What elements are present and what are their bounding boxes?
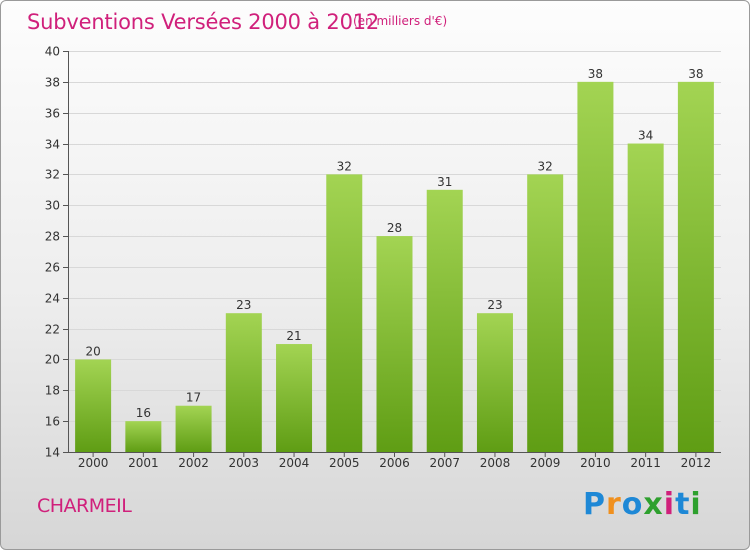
bar-value-label: 34 — [638, 129, 653, 143]
bar — [527, 174, 564, 452]
x-tick-label: 2000 — [78, 456, 109, 470]
x-tick-label: 2002 — [178, 456, 209, 470]
logo-letter: i — [663, 487, 676, 522]
y-tick-label: 26 — [45, 261, 60, 275]
bar-value-label: 28 — [387, 221, 402, 235]
y-tick-label: 18 — [45, 384, 60, 398]
bar-value-label: 32 — [538, 159, 553, 173]
x-tick-label: 2006 — [379, 456, 410, 470]
bar — [326, 174, 363, 452]
x-tick-label: 2008 — [480, 456, 511, 470]
logo-letter: t — [675, 487, 691, 522]
bar — [75, 359, 112, 452]
logo-letter: P — [583, 487, 606, 522]
bar — [577, 81, 614, 452]
y-tick-label: 36 — [45, 107, 60, 121]
y-tick-label: 32 — [45, 168, 60, 182]
commune-name: CHARMEIL — [37, 495, 132, 517]
bar — [627, 143, 664, 453]
y-tick-label: 34 — [45, 138, 60, 152]
x-tick-label: 2009 — [530, 456, 561, 470]
chart-title: Subventions Versées 2000 à 2012 — [27, 10, 380, 34]
bar-value-label: 16 — [136, 406, 151, 420]
x-tick-label: 2007 — [429, 456, 460, 470]
y-tick-label: 14 — [45, 446, 60, 460]
y-tick-label: 38 — [45, 76, 60, 90]
logo-letter: x — [643, 487, 664, 522]
bar — [426, 189, 463, 453]
y-tick-label: 28 — [45, 230, 60, 244]
bar — [276, 344, 313, 452]
unit-note: (en milliers d'€) — [353, 14, 448, 28]
x-tick-label: 2011 — [630, 456, 661, 470]
bar — [125, 421, 162, 452]
y-tick-label: 20 — [45, 353, 60, 367]
x-tick-label: 2004 — [279, 456, 310, 470]
bar-value-label: 21 — [286, 329, 301, 343]
bar-value-label: 20 — [85, 344, 100, 358]
y-tick-label: 40 — [45, 45, 60, 59]
x-tick-label: 2012 — [681, 456, 712, 470]
bar-value-label: 38 — [588, 67, 603, 81]
bar-value-label: 31 — [437, 175, 452, 189]
bar-value-label: 23 — [236, 298, 251, 312]
bar-value-label: 38 — [688, 67, 703, 81]
y-tick-label: 30 — [45, 199, 60, 213]
logo-letter: r — [606, 487, 622, 522]
bar — [225, 313, 262, 452]
x-tick-label: 2003 — [229, 456, 260, 470]
bar-value-label: 23 — [487, 298, 502, 312]
y-tick-label: 16 — [45, 415, 60, 429]
x-tick-label: 2010 — [580, 456, 611, 470]
x-tick-label: 2001 — [128, 456, 159, 470]
x-tick-label: 2005 — [329, 456, 360, 470]
bar — [677, 81, 714, 452]
bar-value-label: 32 — [337, 159, 352, 173]
logo-letter: i — [690, 487, 702, 522]
bar — [376, 236, 413, 452]
bar-value-label: 17 — [186, 391, 201, 405]
logo-letter: o — [621, 487, 644, 522]
y-tick-label: 24 — [45, 292, 60, 306]
y-tick-label: 22 — [45, 323, 60, 337]
proxiti-logo: Proxiti — [583, 487, 702, 522]
bar — [476, 313, 513, 452]
bar — [175, 405, 212, 452]
